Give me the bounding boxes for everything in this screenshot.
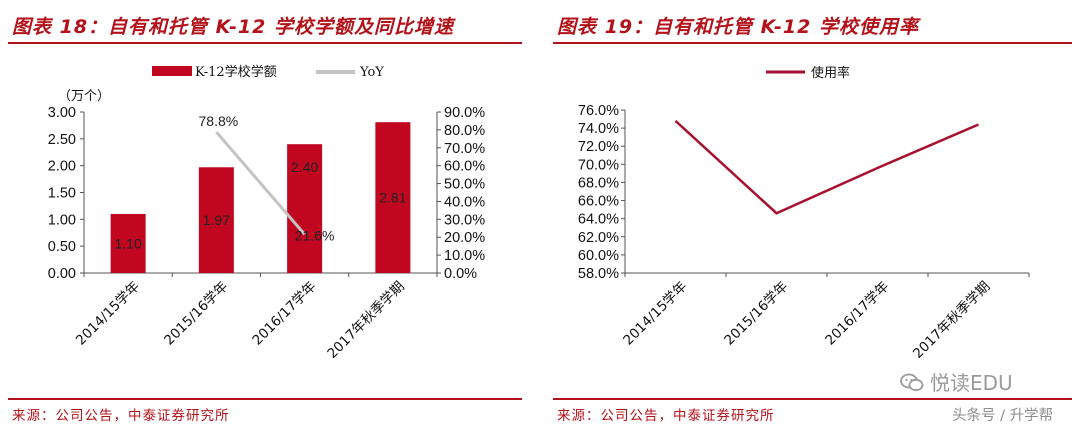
y-tick-label: 68.0% — [578, 175, 619, 191]
y-tick-label-right: 60.0% — [444, 159, 485, 175]
series-line-yoy — [215, 131, 306, 236]
x-category-label: 2014/15学年 — [73, 279, 143, 349]
data-label-enrollment: 2.40 — [291, 159, 318, 175]
y-tick-label-left: 1.50 — [48, 186, 76, 202]
footer-rule — [8, 398, 522, 400]
y-tick-label-right: 70.0% — [444, 141, 485, 157]
bar-enrollment — [198, 167, 234, 273]
x-category-label: 2016/17学年 — [249, 279, 319, 349]
watermark-brand: 悦读EDU — [900, 367, 1013, 396]
y-tick-label-left: 1.00 — [48, 212, 76, 228]
y-tick-label-right: 10.0% — [444, 248, 485, 264]
watermark-sub: 头条号 / 升学帮 — [952, 408, 1054, 424]
y-tick-label-right: 80.0% — [444, 123, 485, 139]
legend-label-line: YoY — [359, 65, 384, 80]
footer-rule — [553, 398, 1072, 400]
y-tick-label-right: 0.0% — [444, 266, 477, 282]
data-label-yoy: 78.8% — [199, 113, 239, 129]
y-tick-label-right: 50.0% — [444, 177, 485, 193]
y-tick-label-left: 3.00 — [48, 105, 76, 121]
wechat-icon — [900, 373, 924, 393]
unit-label: （万个） — [58, 89, 110, 104]
y-tick-label-right: 20.0% — [444, 230, 485, 246]
y-tick-label-left: 0.00 — [48, 266, 76, 282]
data-label-enrollment: 1.97 — [203, 212, 230, 228]
x-category-label: 2017年秋季学期 — [910, 279, 993, 362]
y-tick-label-left: 0.50 — [48, 239, 76, 255]
x-category-label: 2015/16学年 — [161, 279, 231, 349]
x-category-label: 2015/16学年 — [721, 279, 791, 349]
x-category-label: 2016/17学年 — [822, 279, 892, 349]
y-tick-label-left: 2.00 — [48, 159, 76, 175]
y-tick-label-right: 90.0% — [444, 105, 485, 121]
y-tick-label-right: 30.0% — [444, 212, 485, 228]
y-tick-label: 76.0% — [578, 103, 619, 119]
bar-enrollment — [375, 122, 411, 274]
data-label-enrollment: 2.81 — [379, 190, 406, 206]
chart-title: 图表 19：自有和托管 K-12 学校使用率 — [557, 16, 919, 38]
bar-enrollment — [110, 213, 146, 273]
bar-enrollment — [287, 144, 323, 273]
title-bar: 图表 18：自有和托管 K-12 学校学额及同比增速 — [8, 6, 522, 44]
source-note: 来源：公司公告，中泰证券研究所 — [557, 408, 775, 424]
data-label-yoy: 21.6% — [295, 227, 335, 243]
y-tick-label: 58.0% — [578, 266, 619, 282]
x-category-label: 2014/15学年 — [620, 279, 690, 349]
y-tick-label: 72.0% — [578, 139, 619, 155]
y-tick-label: 64.0% — [578, 212, 619, 228]
chart-panel-enrollment: 图表 18：自有和托管 K-12 学校学额及同比增速 （万个） 0.00 0.50 1… — [0, 0, 530, 429]
usage-chart: 58.0% 60.0% 62.0% 64.0% 66.0% 68.0% 70.0% 72.0%… — [578, 65, 1030, 362]
data-label-enrollment: 1.10 — [115, 235, 142, 251]
title-bar: 图表 19：自有和托管 K-12 学校使用率 — [553, 6, 1072, 44]
x-category-label: 2017年秋季学期 — [324, 279, 407, 362]
y-tick-label: 66.0% — [578, 194, 619, 210]
source-note: 来源：公司公告，中泰证券研究所 — [12, 408, 230, 424]
series-line-usage — [674, 119, 979, 215]
y-tick-label: 60.0% — [578, 248, 619, 264]
watermark-brand-text: 悦读EDU — [930, 371, 1013, 395]
y-tick-label: 74.0% — [578, 121, 619, 137]
y-tick-label: 62.0% — [578, 230, 619, 246]
legend-swatch-bar — [152, 66, 192, 76]
y-tick-label-left: 2.50 — [48, 132, 76, 148]
legend-label-line: 使用率 — [811, 65, 850, 81]
y-tick-label: 70.0% — [578, 157, 619, 173]
enrollment-chart: （万个） 0.00 0.50 1.00 1.50 2.00 2.50 3.00 0.0% 10.0… — [48, 64, 485, 362]
legend-label-bar: K-12学校学额 — [195, 64, 277, 80]
chart-panel-usage: 图表 19：自有和托管 K-12 学校使用率 58.0% 60.0% 62.0% 64… — [545, 0, 1080, 429]
chart-title: 图表 18：自有和托管 K-12 学校学额及同比增速 — [12, 16, 454, 38]
y-tick-label-right: 40.0% — [444, 194, 485, 210]
